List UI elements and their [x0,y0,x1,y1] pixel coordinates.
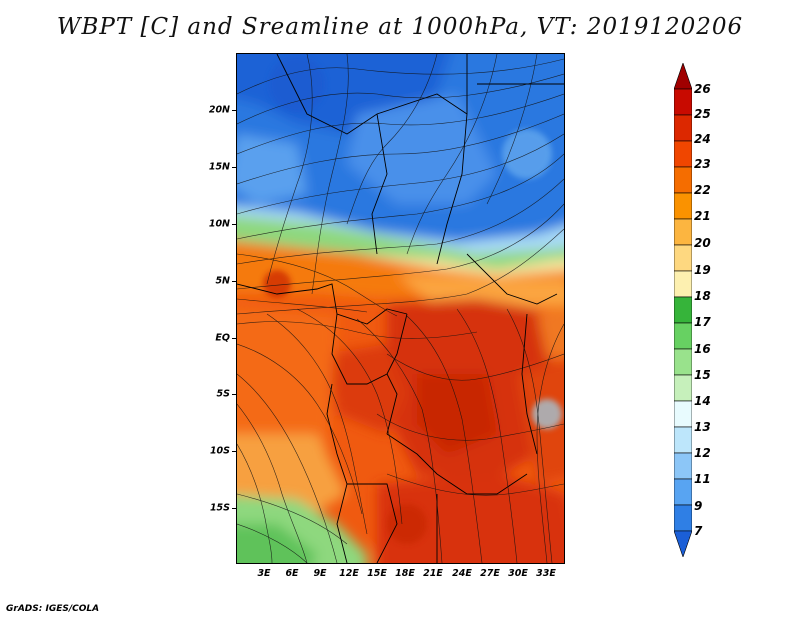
lon-label-3e: 3E [257,568,271,579]
lat-label-eq: EQ [215,332,230,344]
colorbar-label: 14 [694,394,711,408]
colorbar-label: 11 [694,472,711,486]
lat-tick [232,167,236,168]
colorbar-label: 25 [694,107,711,121]
lat-label-10n: 10N [208,218,230,230]
lon-label-6e: 6E [285,568,299,579]
colorbar-segment [674,218,692,246]
colorbar-label: 22 [694,183,711,197]
colorbar-segment [674,426,692,454]
lat-tick [232,110,236,111]
lon-label-30e: 30E [508,568,528,579]
lat-tick [232,508,236,509]
colorbar-label: 26 [694,82,711,96]
colorbar-segment [674,530,692,557]
lat-tick [232,281,236,282]
colorbar-label: 23 [694,157,711,171]
colorbar-label: 24 [694,132,711,146]
colorbar-segment [674,140,692,168]
colorbar-segment [674,88,692,116]
colorbar [674,63,692,557]
footer-credit: GrADS: IGES/COLA [6,604,100,614]
temperature-field [237,54,564,563]
colorbar-segments [674,63,692,557]
colorbar-label: 20 [694,236,711,250]
colorbar-label: 7 [694,524,703,538]
streamlines [237,54,564,563]
lon-label-18e: 18E [395,568,415,579]
lat-label-15s: 15S [209,502,230,514]
colorbar-label: 9 [694,499,703,513]
colorbar-segment [674,478,692,506]
lon-label-12e: 12E [339,568,359,579]
colorbar-segment [674,296,692,324]
lat-label-5n: 5N [215,275,230,287]
colorbar-label: 17 [694,315,711,329]
lat-label-10s: 10S [209,445,230,457]
chart-title: WBPT [C] and Sreamline at 1000hPa, VT: 2… [56,14,744,40]
colorbar-segment [674,270,692,298]
colorbar-label: 19 [694,263,711,277]
colorbar-label: 16 [694,342,711,356]
lat-label-20n: 20N [208,104,230,116]
lon-label-9e: 9E [313,568,327,579]
lon-label-27e: 27E [480,568,500,579]
lon-label-21e: 21E [423,568,443,579]
lon-label-24e: 24E [452,568,472,579]
lon-label-33e: 33E [536,568,556,579]
colorbar-segment [674,192,692,220]
colorbar-label: 13 [694,420,711,434]
lon-label-15e: 15E [367,568,387,579]
colorbar-segment [674,348,692,376]
lat-tick [232,338,236,339]
lat-tick [232,394,236,395]
colorbar-segment [674,114,692,142]
lat-label-15n: 15N [208,161,230,173]
colorbar-segment [674,63,692,90]
colorbar-label: 15 [694,368,711,382]
colorbar-segment [674,322,692,350]
colorbar-segment [674,166,692,194]
lat-tick [232,451,236,452]
colorbar-segment [674,504,692,532]
colorbar-label: 21 [694,209,711,223]
colorbar-segment [674,400,692,428]
lat-label-5s: 5S [216,388,230,400]
map-plot [236,53,565,564]
lat-tick [232,224,236,225]
colorbar-segment [674,244,692,272]
country-borders [237,54,564,563]
colorbar-label: 12 [694,446,711,460]
colorbar-segment [674,374,692,402]
colorbar-segment [674,452,692,480]
colorbar-label: 18 [694,289,711,303]
